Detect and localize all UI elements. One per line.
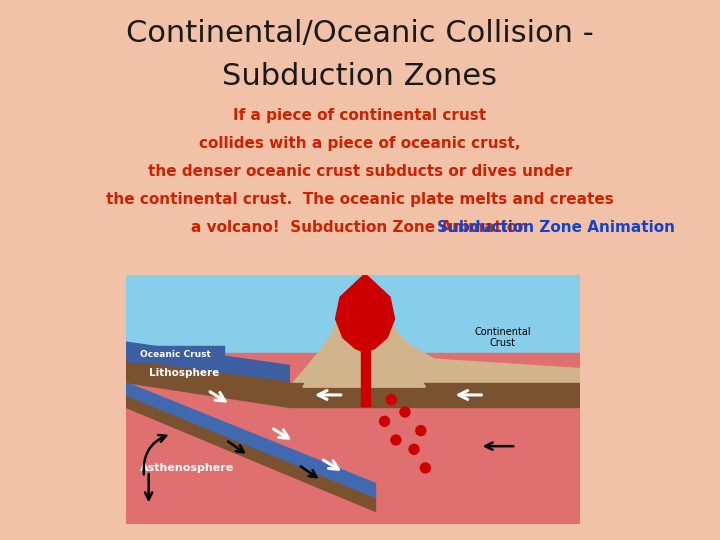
Polygon shape	[126, 382, 376, 499]
Text: If a piece of continental crust: If a piece of continental crust	[233, 108, 487, 123]
Ellipse shape	[409, 444, 419, 454]
Polygon shape	[289, 382, 580, 407]
Text: the denser oceanic crust subducts or dives under: the denser oceanic crust subducts or div…	[148, 164, 572, 179]
Text: Continental
Crust: Continental Crust	[474, 327, 531, 348]
Bar	[126, 275, 580, 390]
Polygon shape	[361, 288, 369, 406]
Text: collides with a piece of oceanic crust,: collides with a piece of oceanic crust,	[199, 136, 521, 151]
Polygon shape	[336, 274, 395, 353]
Text: Continental/Oceanic Collision -: Continental/Oceanic Collision -	[126, 19, 594, 48]
Text: Lithosphere: Lithosphere	[148, 368, 219, 378]
Ellipse shape	[420, 463, 431, 473]
Ellipse shape	[416, 426, 426, 436]
Ellipse shape	[387, 395, 396, 404]
Polygon shape	[289, 275, 580, 390]
Polygon shape	[126, 361, 289, 407]
Text: Asthenosphere: Asthenosphere	[140, 463, 234, 473]
Polygon shape	[126, 396, 376, 511]
Ellipse shape	[391, 435, 401, 445]
Text: Subduction Zones: Subduction Zones	[222, 62, 498, 91]
Text: the continental crust.  The oceanic plate melts and creates: the continental crust. The oceanic plate…	[106, 192, 614, 207]
Ellipse shape	[379, 416, 390, 426]
Text: Subduction Zone Animation: Subduction Zone Animation	[437, 220, 675, 235]
Ellipse shape	[400, 407, 410, 417]
Polygon shape	[126, 342, 289, 382]
Polygon shape	[303, 275, 426, 387]
FancyBboxPatch shape	[128, 346, 223, 362]
Text: a volcano!  Subduction Zone Animation: a volcano! Subduction Zone Animation	[192, 220, 528, 235]
Text: Oceanic Crust: Oceanic Crust	[140, 350, 212, 359]
Bar	[126, 353, 580, 524]
